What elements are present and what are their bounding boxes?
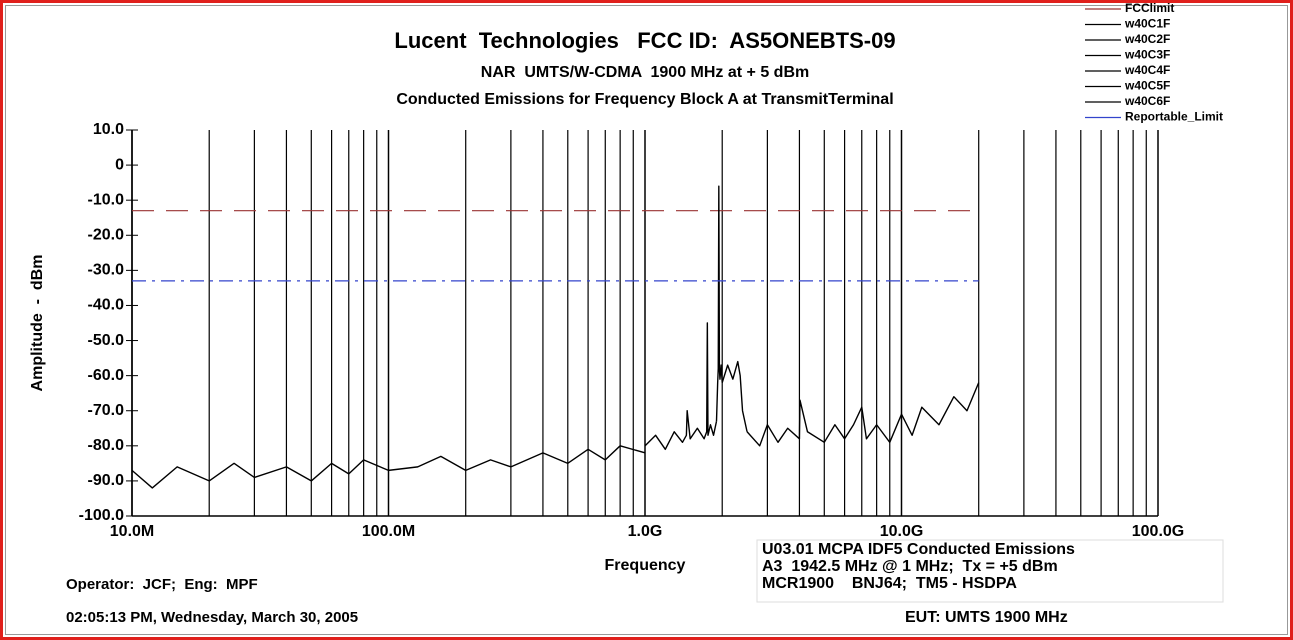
chart-subtitle: NAR UMTS/W-CDMA 1900 MHz at + 5 dBm [481, 64, 809, 81]
legend-label: FCClimit [1125, 1, 1174, 15]
series-line [131, 445, 646, 489]
test-note: U03.01 MCPA IDF5 Conducted Emissions [762, 541, 1075, 558]
test-note: A3 1942.5 MHz @ 1 MHz; Tx = +5 dBm [762, 558, 1058, 575]
y-tick-label: -30.0 [88, 262, 125, 279]
y-tick-label: -10.0 [88, 191, 125, 208]
y-tick-label: -40.0 [88, 297, 125, 314]
series-line [876, 382, 980, 444]
y-tick-label: -70.0 [88, 402, 125, 419]
y-tick-label: -80.0 [88, 437, 125, 454]
x-tick-label: 10.0M [110, 523, 154, 540]
y-tick-label: 10.0 [93, 121, 124, 138]
eut-note: EUT: UMTS 1900 MHz [905, 609, 1068, 626]
y-tick-label: -60.0 [88, 367, 125, 384]
legend-label: w40C2F [1124, 32, 1170, 46]
legend-label: w40C5F [1124, 79, 1170, 93]
x-tick-label: 10.0G [880, 523, 924, 540]
y-tick-label: -100.0 [79, 507, 124, 524]
legend-label: w40C1F [1124, 17, 1170, 31]
legend-label: w40C6F [1124, 94, 1170, 108]
operator-note: Operator: JCF; Eng: MPF [66, 576, 258, 593]
legend-label: w40C4F [1124, 63, 1170, 77]
y-tick-label: 0 [115, 156, 124, 173]
x-axis-label: Frequency [605, 557, 686, 574]
timestamp-note: 02:05:13 PM, Wednesday, March 30, 2005 [66, 609, 358, 626]
series-line [715, 185, 723, 422]
y-axis-label: Amplitude - dBm [29, 255, 46, 392]
x-tick-label: 100.0G [1132, 523, 1184, 540]
x-tick-label: 100.0M [362, 523, 415, 540]
legend-label: Reportable_Limit [1125, 110, 1223, 124]
annotation-box [756, 539, 1224, 603]
test-note: MCR1900 BNJ64; TM5 - HSDPA [762, 575, 1017, 592]
chart-title: Lucent Technologies FCC ID: AS5ONEBTS-09 [394, 28, 895, 53]
series-line [746, 399, 878, 447]
legend-label: w40C3F [1124, 48, 1170, 62]
y-tick-label: -20.0 [88, 226, 125, 243]
y-tick-label: -90.0 [88, 472, 125, 489]
x-tick-label: 1.0G [628, 523, 663, 540]
inner-frame [5, 5, 1288, 635]
series-line [644, 322, 718, 451]
series-line [721, 360, 748, 432]
y-tick-label: -50.0 [88, 332, 125, 349]
chart-subtitle: Conducted Emissions for Frequency Block … [396, 91, 893, 108]
